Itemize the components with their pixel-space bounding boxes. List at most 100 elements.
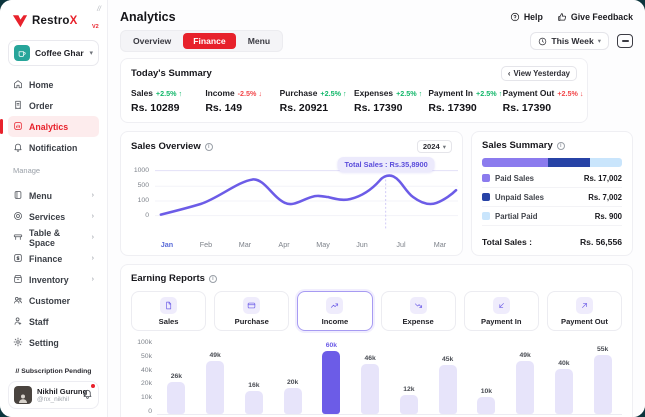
sidebar-item-home[interactable]: Home bbox=[8, 74, 99, 95]
inventory-icon bbox=[13, 271, 23, 289]
bar-value-label: 12k bbox=[403, 386, 415, 393]
sidebar-item-menu[interactable]: Menu › bbox=[8, 185, 99, 206]
metric-payment-out: Payment Out +2.5% ↓ Rs. 17390 bbox=[502, 88, 584, 114]
bar-column-oct[interactable]: 49k bbox=[506, 352, 545, 414]
bar-column-feb[interactable]: 49k bbox=[196, 352, 235, 414]
sidebar-item-finance[interactable]: Finance › bbox=[8, 248, 99, 269]
sidebar-item-staff[interactable]: Staff bbox=[8, 311, 99, 332]
legend-swatch bbox=[482, 193, 490, 201]
earning-tab-payment-in[interactable]: Payment In bbox=[463, 291, 539, 331]
sidebar-item-order[interactable]: Order bbox=[8, 95, 99, 116]
table-icon bbox=[13, 229, 23, 247]
bar-column-aug[interactable]: 45k bbox=[428, 356, 467, 414]
metric-delta: +2.5% ↑ bbox=[155, 89, 183, 98]
earning-tab-income[interactable]: Income bbox=[297, 291, 373, 331]
period-selector[interactable]: This Week ▾ bbox=[530, 32, 609, 50]
workspace-selector[interactable]: Coffee Ghar ▾ bbox=[8, 40, 99, 66]
bar-column-jul[interactable]: 12k bbox=[390, 386, 429, 414]
chevron-right-icon: › bbox=[91, 255, 94, 262]
layout-toggle-icon[interactable] bbox=[617, 34, 633, 48]
bar-value-label: 20k bbox=[286, 379, 299, 386]
sidebar-item-services[interactable]: Services › bbox=[8, 206, 99, 227]
metric-header: Purchase +2.5% ↑ bbox=[280, 88, 354, 98]
bar-column-nov[interactable]: 40k bbox=[545, 360, 584, 414]
year-selector[interactable]: 2024 ▾ bbox=[416, 140, 452, 153]
sidebar-nav: Home Order Analytics Notification bbox=[0, 74, 99, 158]
sidebar-item-customer[interactable]: Customer bbox=[8, 290, 99, 311]
bar-mar[interactable] bbox=[244, 391, 263, 414]
y-tick-label: 50k bbox=[141, 352, 152, 360]
metric-label: Payment Out bbox=[502, 88, 555, 98]
give-feedback-button[interactable]: Give Feedback bbox=[557, 12, 633, 22]
bar-may[interactable] bbox=[322, 351, 341, 414]
legend-value: Rs. 17,002 bbox=[583, 173, 622, 183]
metric-value: Rs. 149 bbox=[205, 102, 243, 114]
notification-bell-icon[interactable] bbox=[82, 383, 96, 404]
sidebar-item-analytics[interactable]: Analytics bbox=[0, 116, 99, 137]
bar-oct[interactable] bbox=[516, 361, 535, 414]
sidebar-item-setting[interactable]: Setting bbox=[8, 332, 99, 353]
segment-unpaid-sales bbox=[547, 158, 590, 167]
bar-column-jun[interactable]: 46k bbox=[351, 355, 390, 414]
earning-tab-label: Sales bbox=[158, 316, 179, 326]
bar-aug[interactable] bbox=[438, 365, 457, 414]
setting-icon bbox=[13, 334, 23, 352]
bar-sep[interactable] bbox=[477, 397, 496, 414]
bar-value-label: 46k bbox=[364, 355, 376, 362]
sidebar-item-inventory[interactable]: Inventory › bbox=[8, 269, 99, 290]
bar-jun[interactable] bbox=[361, 364, 380, 414]
staff-icon bbox=[13, 313, 23, 331]
bar-chart-y-axis: 100k 50k 40k 20k 10k 0 bbox=[131, 339, 157, 415]
user-meta: Nikhil Gurung @nx_nikhil bbox=[37, 387, 88, 403]
metric-label: Payment In bbox=[428, 88, 473, 98]
bar-column-dec[interactable]: 55k bbox=[583, 346, 622, 414]
bar-column-sep[interactable]: 10k bbox=[467, 388, 506, 414]
earning-tab-payment-out[interactable]: Payment Out bbox=[546, 291, 623, 331]
sales-summary-legend: Paid Sales Rs. 17,002 Unpaid Sales Rs. 7,00… bbox=[482, 169, 622, 231]
info-icon: i bbox=[204, 142, 213, 151]
bar-column-may[interactable]: 60k bbox=[312, 342, 351, 414]
tab-menu[interactable]: Menu bbox=[247, 36, 271, 46]
earning-report-tabs: Sales Purchase Income Expense Payment In Paym… bbox=[131, 291, 623, 331]
chevron-right-icon: › bbox=[91, 276, 94, 283]
bar-nov[interactable] bbox=[554, 369, 573, 414]
metric-income: Income -2.5% ↓ Rs. 149 bbox=[205, 88, 279, 114]
bar-feb[interactable] bbox=[206, 361, 225, 414]
bar-value-label: 49k bbox=[209, 352, 221, 359]
earning-tab-expense[interactable]: Expense bbox=[380, 291, 456, 331]
earning-tab-purchase[interactable]: Purchase bbox=[214, 291, 290, 331]
menu-icon bbox=[13, 187, 23, 205]
earning-tab-sales[interactable]: Sales bbox=[131, 291, 207, 331]
bar-column-apr[interactable]: 20k bbox=[273, 379, 312, 414]
user-name: Nikhil Gurung bbox=[37, 387, 88, 396]
summary-metrics: Sales +2.5% ↑ Rs. 10289 Income -2.5% ↓ Rs. 14… bbox=[131, 88, 584, 114]
brand-version: V2 bbox=[92, 24, 99, 30]
help-button[interactable]: Help bbox=[510, 12, 543, 22]
y-tick-label: 100k bbox=[137, 339, 152, 346]
bar-dec[interactable] bbox=[593, 355, 612, 414]
tab-overview[interactable]: Overview bbox=[133, 36, 172, 46]
brand-logo[interactable]: RestroX V2 // bbox=[8, 6, 101, 32]
user-card[interactable]: Nikhil Gurung @nx_nikhil bbox=[8, 381, 99, 409]
bar-column-jan[interactable]: 26k bbox=[157, 373, 196, 414]
chevron-left-icon: ‹ bbox=[507, 69, 511, 78]
view-yesterday-button[interactable]: ‹ View Yesterday bbox=[500, 66, 577, 81]
bar-value-label: 16k bbox=[248, 382, 260, 389]
bar-jul[interactable] bbox=[399, 395, 418, 414]
restrox-logo-icon bbox=[12, 15, 28, 28]
tab-finance[interactable]: Finance bbox=[183, 33, 236, 49]
bar-apr[interactable] bbox=[283, 388, 302, 414]
y-tick-label: 1000 bbox=[133, 167, 149, 174]
sidebar-item-table-space[interactable]: Table & Space › bbox=[8, 227, 99, 248]
page-title: Analytics bbox=[120, 10, 176, 24]
metric-expenses: Expenses +2.5% ↑ Rs. 17390 bbox=[354, 88, 428, 114]
y-tick-label: 20k bbox=[141, 380, 152, 388]
bar-jan[interactable] bbox=[167, 382, 186, 414]
bar-column-mar[interactable]: 16k bbox=[235, 382, 274, 414]
y-tick-label: 0 bbox=[145, 212, 149, 219]
finance-icon bbox=[13, 250, 23, 268]
sidebar-item-notification[interactable]: Notification bbox=[8, 137, 99, 158]
legend-label: Paid Sales bbox=[495, 173, 535, 183]
